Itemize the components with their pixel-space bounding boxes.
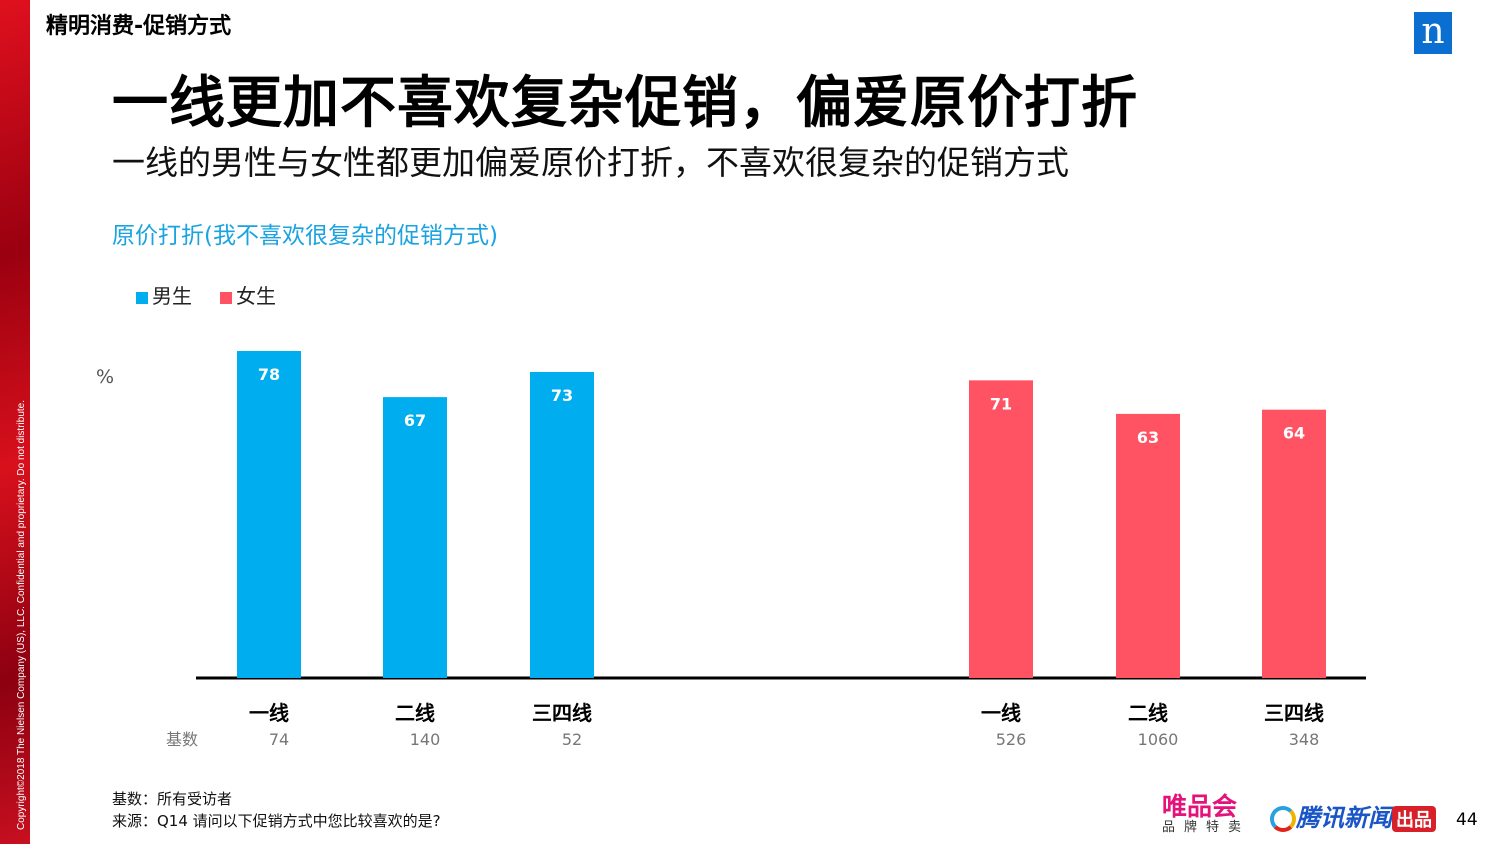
footnote-base: 基数：所有受访者 [112, 790, 233, 808]
data-label: 71 [990, 394, 1012, 413]
page-number: 44 [1456, 810, 1478, 830]
bar [383, 397, 447, 678]
legend: 男生 女生 [136, 280, 276, 309]
footnote-source: 来源：Q14 请问以下促销方式中您比较喜欢的是? [112, 812, 441, 830]
x-tick-label: 一线 [981, 701, 1021, 725]
legend-label: 女生 [236, 284, 276, 308]
page-title: 一线更加不喜欢复杂促销，偏爱原价打折 [112, 71, 1138, 136]
x-tick-label: 二线 [1128, 701, 1168, 725]
y-unit: % [96, 366, 115, 388]
x-tick-label: 一线 [249, 701, 289, 725]
bar [969, 380, 1033, 678]
data-label: 64 [1283, 424, 1305, 443]
chart-title: 原价打折(我不喜欢很复杂的促销方式) [112, 223, 498, 249]
tencent-news-icon [1270, 806, 1296, 832]
vip-logo: 唯品会 品牌特卖 [1162, 792, 1251, 836]
data-label: 78 [258, 365, 280, 384]
legend-swatch [136, 291, 148, 304]
x-tick-label: 三四线 [1264, 701, 1324, 725]
legend-item-female: 女生 [220, 280, 276, 309]
data-label: 67 [404, 411, 426, 430]
legend-label: 男生 [152, 284, 192, 308]
bar [237, 351, 301, 678]
bar [1262, 409, 1326, 678]
page-subtitle: 一线的男性与女性都更加偏爱原价打折，不喜欢很复杂的促销方式 [112, 143, 1069, 182]
side-banner: Copyright©2018 The Nielsen Company (US),… [0, 0, 30, 844]
base-label: 基数 [166, 730, 198, 749]
base-value: 140 [410, 730, 441, 749]
base-value: 52 [562, 730, 582, 749]
x-tick-label: 三四线 [532, 701, 592, 725]
base-value: 1060 [1138, 730, 1179, 749]
x-tick-label: 二线 [395, 701, 435, 725]
tencent-news-logo: 腾讯新闻 出品 [1270, 798, 1436, 833]
bar [1116, 413, 1180, 678]
base-value: 526 [996, 730, 1027, 749]
nielsen-logo: n [1414, 12, 1452, 54]
bar [530, 371, 594, 678]
legend-swatch [220, 291, 232, 304]
legend-item-male: 男生 [136, 280, 192, 309]
base-value: 74 [269, 730, 289, 749]
data-label: 73 [551, 386, 573, 405]
base-value: 348 [1289, 730, 1320, 749]
section-title: 精明消费-促销方式 [46, 14, 232, 39]
data-label: 63 [1137, 428, 1159, 447]
